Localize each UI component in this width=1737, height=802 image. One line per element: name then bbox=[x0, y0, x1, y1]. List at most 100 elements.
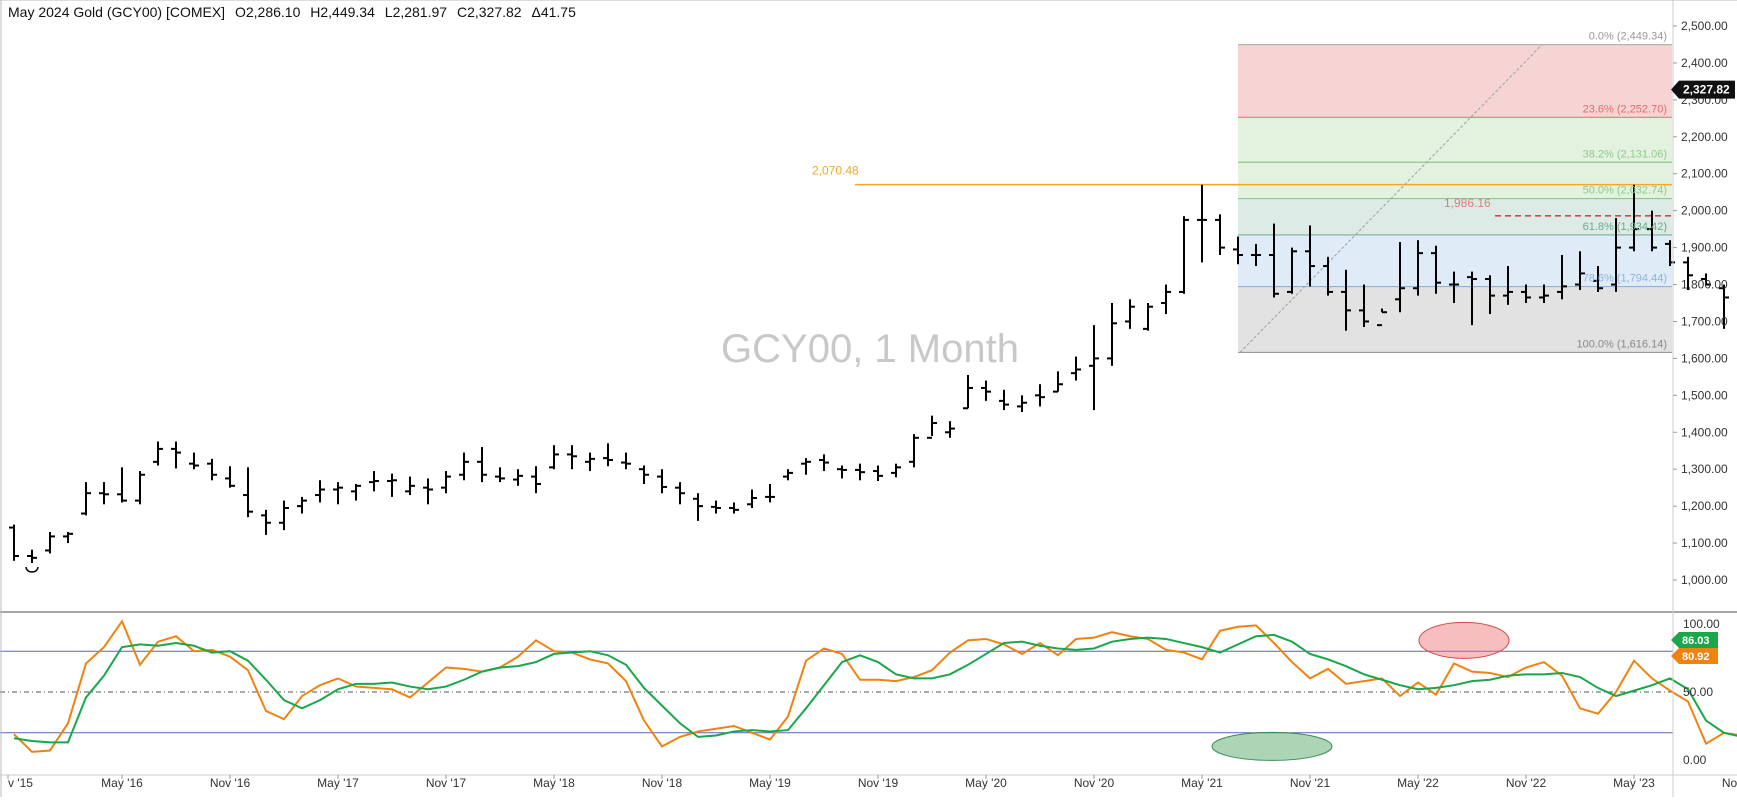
price-tick-label: 2,500.00 bbox=[1681, 19, 1728, 33]
ohlc-bar bbox=[1395, 242, 1405, 313]
ohlc-bar bbox=[549, 445, 559, 470]
ohlc-bar bbox=[1143, 303, 1153, 331]
price-tick-label: 1,300.00 bbox=[1681, 462, 1728, 476]
ohlc-bar bbox=[909, 434, 919, 468]
price-annotations: 2,070.48 1,986.16 bbox=[812, 164, 1491, 210]
price-tick-label: 2,400.00 bbox=[1681, 56, 1728, 70]
support-label: 1,986.16 bbox=[1444, 196, 1491, 210]
ohlc-bar bbox=[189, 452, 199, 470]
stoch-d-badge bbox=[1671, 631, 1718, 648]
ohlc-bar bbox=[1359, 284, 1369, 328]
ohlc-bar bbox=[261, 509, 271, 535]
ohlc-bar bbox=[1089, 325, 1099, 411]
ohlc-bar bbox=[1179, 216, 1189, 294]
ohlc-bar bbox=[1575, 251, 1585, 291]
low-value: 2,281.97 bbox=[393, 4, 448, 20]
ohlc-bar bbox=[45, 531, 55, 554]
ohlc-bar bbox=[333, 482, 343, 505]
time-tick-label: Nov '21 bbox=[1290, 776, 1331, 790]
ohlc-bar bbox=[63, 531, 73, 544]
fibonacci-labels: 0.0% (2,449.34) 23.6% (2,252.70) 38.2% (2,… bbox=[1576, 31, 1667, 351]
ohlc-bar bbox=[1107, 303, 1117, 366]
ohlc-bar bbox=[1305, 225, 1315, 287]
ohlc-bar bbox=[1269, 223, 1279, 298]
high-label: H bbox=[310, 4, 320, 20]
time-tick-label: Nov '16 bbox=[210, 776, 251, 790]
ohlc-bar bbox=[387, 473, 397, 497]
price-tick-label: 2,000.00 bbox=[1681, 204, 1728, 218]
ohlc-bar bbox=[693, 493, 703, 521]
ohlc-bar bbox=[477, 447, 487, 483]
ohlc-bar bbox=[801, 458, 811, 475]
ohlc-bar bbox=[1629, 184, 1639, 252]
fib-band-38-50 bbox=[1238, 162, 1672, 199]
ohlc-bar bbox=[1413, 240, 1423, 296]
ohlc-bar bbox=[117, 467, 127, 503]
overbought-highlight bbox=[1418, 621, 1510, 659]
stoch-k-badge-label: 80.92 bbox=[1682, 651, 1710, 663]
fib-label-50-0pct: 50.0% (2,032.74) bbox=[1583, 185, 1667, 197]
ohlc-bar bbox=[1071, 356, 1081, 381]
price-tick-label: 1,000.00 bbox=[1681, 573, 1728, 587]
header-bar: May 2024 Gold (GCY00) [COMEX] O2,286.10 … bbox=[8, 4, 576, 20]
price-tick-label: 1,100.00 bbox=[1681, 536, 1728, 550]
price-tick-label: 2,100.00 bbox=[1681, 167, 1728, 181]
ohlc-bar bbox=[1593, 266, 1603, 292]
ohlc-bar bbox=[405, 476, 415, 496]
ohlc-bar bbox=[1053, 371, 1063, 393]
time-tick-label: v '15 bbox=[8, 776, 33, 790]
ohlc-bar bbox=[153, 441, 163, 466]
time-tick-label: May '22 bbox=[1397, 776, 1439, 790]
fib-label-23-6pct: 23.6% (2,252.70) bbox=[1583, 103, 1667, 115]
open-value: 2,286.10 bbox=[246, 4, 301, 20]
fib-trend-line bbox=[1239, 44, 1543, 353]
time-tick-label: Nov '19 bbox=[858, 776, 899, 790]
ohlc-bar bbox=[729, 502, 739, 514]
ohlc-bar bbox=[1611, 218, 1621, 292]
ohlc-bar bbox=[963, 375, 973, 410]
ohlc-bar bbox=[1341, 269, 1351, 331]
ohlc-bar bbox=[675, 482, 685, 505]
ohlc-bar bbox=[1503, 266, 1513, 305]
price-tick-label: 1,400.00 bbox=[1681, 425, 1728, 439]
time-tick-label: Nov '20 bbox=[1074, 776, 1115, 790]
fib-label-38-2pct: 38.2% (2,131.06) bbox=[1583, 148, 1667, 160]
stoch-tick-label: 100.00 bbox=[1683, 617, 1720, 631]
fib-band-23-38 bbox=[1238, 117, 1672, 163]
time-tick-label: May '16 bbox=[101, 776, 143, 790]
ohlc-bar bbox=[783, 469, 793, 481]
ohlc-bar bbox=[1431, 245, 1441, 294]
ohlc-bar bbox=[639, 465, 649, 484]
ohlc-bar bbox=[1323, 256, 1333, 296]
stochastic-panel bbox=[0, 619, 1737, 761]
ohlc-bar bbox=[1719, 284, 1729, 329]
ohlc-bar bbox=[621, 452, 631, 470]
ohlc-bar bbox=[1161, 284, 1171, 315]
reference-lines bbox=[855, 183, 1672, 217]
ohlc-bar bbox=[1017, 395, 1027, 412]
ohlc-bar bbox=[711, 500, 721, 514]
fib-label-0-0pct: 0.0% (2,449.34) bbox=[1589, 31, 1667, 43]
high-value: 2,449.34 bbox=[320, 4, 375, 20]
fibonacci-bands bbox=[1238, 44, 1672, 354]
ohlc-bar bbox=[1251, 243, 1261, 267]
ohlc-bar bbox=[9, 524, 19, 561]
ohlc-bar bbox=[855, 463, 865, 481]
fib-label-100-0pct: 100.0% (1,616.14) bbox=[1576, 338, 1667, 350]
ohlc-bar bbox=[603, 443, 613, 467]
ohlc-bar bbox=[315, 480, 325, 503]
ohlc-bar bbox=[243, 467, 253, 518]
stoch-tick-label: 50.00 bbox=[1683, 685, 1713, 699]
ohlc-bar bbox=[351, 483, 361, 501]
fib-band-0-23 bbox=[1238, 44, 1672, 118]
ohlc-bar bbox=[1557, 254, 1567, 300]
time-tick-label: May '23 bbox=[1613, 776, 1655, 790]
change-label: Δ bbox=[531, 4, 540, 20]
ohlc-bar bbox=[945, 421, 955, 438]
watermark: GCY00, 1 Month bbox=[721, 327, 1019, 371]
ohlc-bar bbox=[531, 466, 541, 494]
change-value: 41.75 bbox=[541, 4, 576, 20]
ohlc-bar bbox=[171, 441, 181, 469]
time-tick-label: May '20 bbox=[965, 776, 1007, 790]
